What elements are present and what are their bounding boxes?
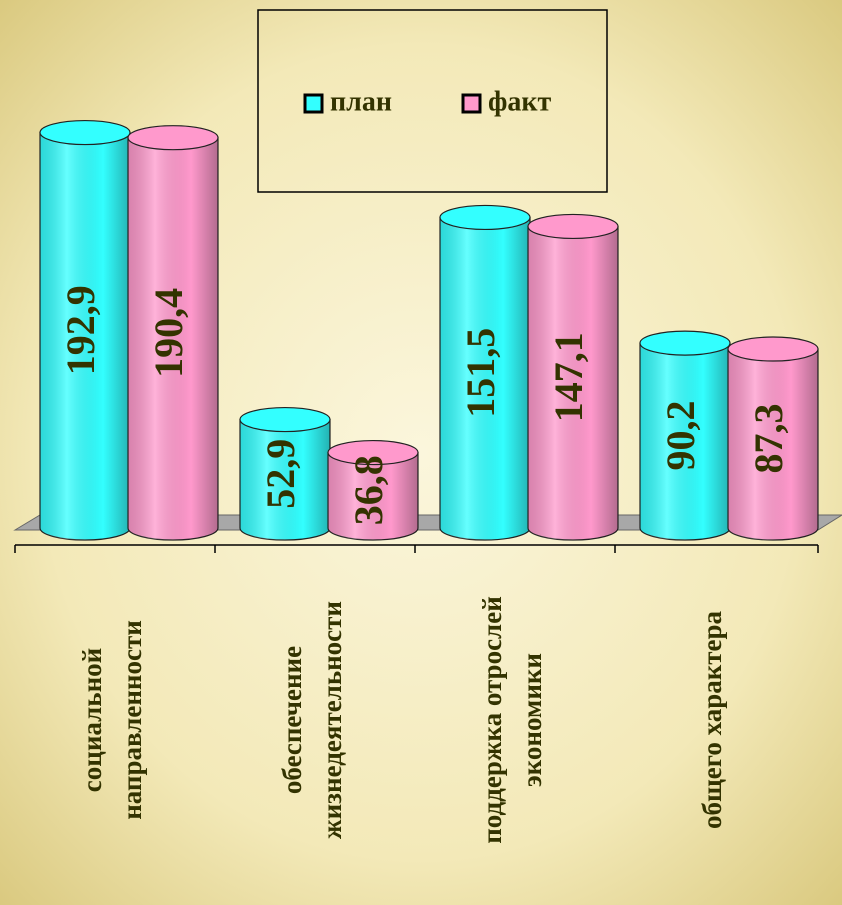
value-label: 190,4 [146,288,191,378]
bar-top [327,439,419,466]
x-tick-label: поддержка отрослей [477,596,507,844]
x-tick-label: социальной [77,648,107,792]
bar-shade [240,419,330,540]
legend-label: факт [488,86,552,117]
bar-shade [40,132,130,540]
bar-top [639,330,731,356]
x-tick-label: направленности [117,620,147,820]
bar-shade [328,452,418,540]
x-tick-label: обеспечение [277,646,307,794]
x-tick-label: общего характера [697,610,727,829]
value-label: 151,5 [458,328,503,418]
bar-shade [728,349,818,540]
legend-swatch [461,93,482,114]
bar-top [439,204,531,231]
value-label: 87,3 [746,404,791,474]
bar-shade [640,343,730,540]
bar-shade [128,137,218,540]
x-tick-label: жизнедеятельности [317,601,347,839]
x-tick-label: экономики [517,653,547,787]
value-label: 90,2 [658,401,703,471]
value-label: 147,1 [546,332,591,422]
value-label: 36,8 [346,455,391,525]
legend-label: план [330,86,392,117]
value-label: 192,9 [58,285,103,375]
bar-top [527,213,619,240]
bar-top [239,406,331,433]
legend-box [257,9,608,193]
bar-top [127,125,219,151]
legend-swatch [303,93,324,114]
bar-shade [528,226,618,540]
value-label: 52,9 [258,439,303,509]
bar-shade [440,217,530,541]
bar-top [727,336,819,362]
bar-top [39,119,131,146]
